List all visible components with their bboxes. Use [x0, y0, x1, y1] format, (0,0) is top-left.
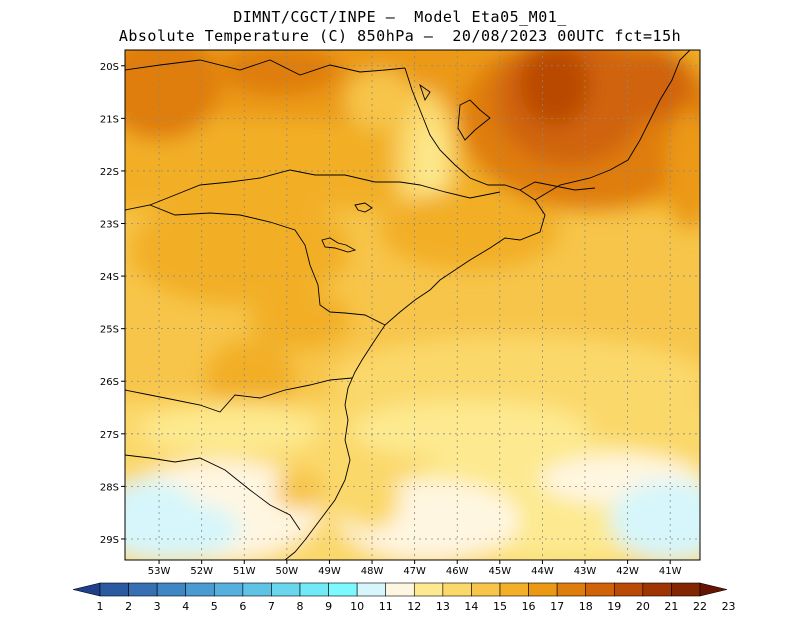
lon-label: 49W	[318, 566, 341, 577]
state-border-3	[125, 377, 353, 413]
colorbar-swatch	[442, 582, 472, 597]
colorbar-label: 4	[182, 600, 189, 613]
colorbar-label: 7	[268, 600, 275, 613]
colorbar-swatch	[585, 582, 615, 597]
colorbar-swatch	[385, 582, 415, 597]
lat-lon-grid	[125, 50, 700, 560]
colorbar-label: 17	[550, 600, 564, 613]
colorbar-label: 2	[125, 600, 132, 613]
lon-label: 45W	[489, 566, 512, 577]
lat-label: 26S	[100, 377, 119, 388]
map-title-line2: Absolute Temperature (C) 850hPa – 20/08/…	[118, 27, 682, 45]
lat-label: 25S	[100, 325, 119, 336]
colorbar-swatch	[299, 582, 329, 597]
lon-label: 41W	[659, 566, 682, 577]
colorbar-arrow-high	[699, 582, 728, 597]
state-border-sp-mg	[125, 59, 406, 76]
longitude-labels: 53W 52W 51W 50W 49W 48W 47W 46W 45W 44W 43W 42W 41W	[148, 560, 682, 577]
state-border-2	[149, 204, 386, 326]
lon-label: 50W	[276, 566, 299, 577]
map-title-line1: DIMNT/CGCT/INPE – Model Eta05_M01_	[233, 8, 567, 26]
colorbar-label: 6	[239, 600, 246, 613]
colorbar-swatch	[271, 582, 301, 597]
colorbar-label: 3	[154, 600, 161, 613]
colorbar-label: 10	[350, 600, 364, 613]
colorbar-label: 18	[579, 600, 593, 613]
lon-label: 51W	[233, 566, 256, 577]
colorbar-swatch	[242, 582, 272, 597]
colorbar-swatch	[328, 582, 358, 597]
colorbar-swatch	[556, 582, 587, 597]
colorbar: 1 2 3 4 5 6 7 8 9 10 11 12 13 14 15 16 17 18 19 20 21 22 23	[72, 582, 736, 613]
latitude-labels: 20S 21S 22S 23S 24S 25S 26S 27S 28S 29S	[100, 62, 125, 546]
map-frame	[124, 49, 701, 561]
colorbar-label: 23	[722, 600, 736, 613]
lon-label: 47W	[403, 566, 426, 577]
lat-label: 22S	[100, 167, 119, 178]
lat-label: 20S	[100, 62, 119, 73]
lon-label: 53W	[148, 566, 171, 577]
lake-3	[457, 99, 491, 141]
colorbar-label: 15	[493, 600, 507, 613]
borders	[125, 50, 691, 560]
colorbar-swatch	[99, 582, 129, 597]
colorbar-swatch	[413, 582, 444, 597]
colorbar-label: 21	[664, 600, 678, 613]
lon-label: 44W	[531, 566, 554, 577]
lat-label: 28S	[100, 482, 119, 493]
lake-1	[321, 237, 357, 253]
colorbar-swatch	[156, 582, 187, 597]
colorbar-label: 16	[522, 600, 536, 613]
colorbar-swatch	[671, 582, 701, 597]
colorbar-swatch	[528, 582, 558, 597]
lat-label: 27S	[100, 430, 119, 441]
colorbar-label: 11	[379, 600, 393, 613]
colorbar-label: 20	[636, 600, 650, 613]
colorbar-label: 8	[297, 600, 304, 613]
coastline	[284, 67, 546, 560]
colorbar-label: 1	[97, 600, 104, 613]
lat-label: 23S	[100, 220, 119, 231]
lon-label: 46W	[446, 566, 469, 577]
colorbar-swatch	[613, 582, 644, 597]
lake-4	[419, 83, 431, 102]
colorbar-swatch	[499, 582, 529, 597]
colorbar-swatch	[356, 582, 387, 597]
state-border-1	[125, 169, 501, 211]
colorbar-swatch	[128, 582, 158, 597]
lat-label: 21S	[100, 114, 119, 125]
lon-label: 52W	[190, 566, 213, 577]
lon-label: 43W	[574, 566, 597, 577]
colorbar-label: 9	[325, 600, 332, 613]
lat-label: 29S	[100, 535, 119, 546]
lake-2	[354, 202, 373, 213]
colorbar-swatch	[642, 582, 672, 597]
state-border-4	[125, 454, 301, 531]
lat-label: 24S	[100, 272, 119, 283]
coast-detail	[519, 181, 596, 191]
colorbar-label: 22	[693, 600, 707, 613]
colorbar-label: 12	[407, 600, 421, 613]
coastline-north	[534, 50, 691, 201]
colorbar-swatch	[471, 582, 501, 597]
colorbar-label: 14	[464, 600, 478, 613]
colorbar-arrow-low	[72, 582, 101, 597]
lon-label: 42W	[616, 566, 639, 577]
colorbar-label: 19	[607, 600, 621, 613]
colorbar-swatch	[213, 582, 244, 597]
colorbar-label: 13	[436, 600, 450, 613]
colorbar-swatch	[185, 582, 215, 597]
lon-label: 48W	[361, 566, 384, 577]
temperature-field	[125, 50, 700, 560]
colorbar-label: 5	[211, 600, 218, 613]
